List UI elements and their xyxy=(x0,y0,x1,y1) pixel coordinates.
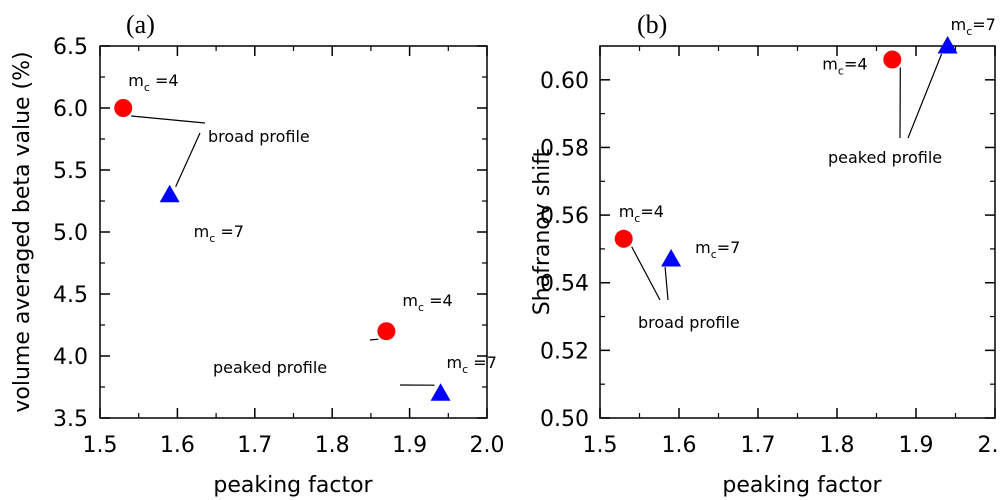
annotation-text: peaked profile xyxy=(213,358,327,377)
y-tick-label: 6.0 xyxy=(53,97,88,122)
annotation-text: broad profile xyxy=(208,127,310,146)
plot-frame xyxy=(599,45,996,419)
x-tick-label: 1.5 xyxy=(83,433,118,458)
y-tick-label: 0.50 xyxy=(540,407,589,432)
annotation-leader-line xyxy=(131,115,206,124)
y-tick-label: 3.5 xyxy=(53,407,88,432)
annotation-leader-line xyxy=(369,338,379,341)
x-tick-label: 1.7 xyxy=(741,433,776,458)
x-tick-label: 2.0 xyxy=(470,433,505,458)
data-point-triangle xyxy=(661,249,682,267)
x-tick-label: 1.8 xyxy=(820,433,855,458)
data-point-circle xyxy=(883,50,902,69)
annotation-text: peaked profile xyxy=(828,148,942,167)
x-axis-label: peaking factor xyxy=(722,473,882,498)
data-point-triangle xyxy=(430,383,451,401)
x-tick-label: 1.7 xyxy=(237,433,272,458)
y-tick-label: 0.52 xyxy=(540,339,589,364)
y-tick-label: 4.0 xyxy=(53,345,88,370)
annotation-text: broad profile xyxy=(638,313,740,332)
x-tick-label: 1.9 xyxy=(899,433,934,458)
y-tick-label: 5.5 xyxy=(53,159,88,184)
y-tick-label: 4.5 xyxy=(53,283,88,308)
x-tick-label: 1.6 xyxy=(662,433,697,458)
point-label: mc=7 xyxy=(695,238,740,261)
y-tick-label: 0.60 xyxy=(540,69,589,94)
chart-panel-1: (a) 1.5 1.6 1.7 1.8 1.9 2.0 3.5 4.0 4.5 5.0 5.5 6.0 6… xyxy=(10,10,505,498)
x-tick-label: 1.5 xyxy=(583,433,618,458)
y-tick-label: 0.58 xyxy=(540,136,589,161)
annotation-leader-line xyxy=(907,53,943,139)
point-label: mc =4 xyxy=(128,71,178,94)
panel-label: (a) xyxy=(126,10,155,39)
point-label: mc =4 xyxy=(402,291,452,314)
chart-panel-2: (b) 1.5 1.6 1.7 1.8 1.9 2.0 0.50 0.52 0.54 0.56 0.5… xyxy=(530,10,1000,498)
y-tick-label: 0.54 xyxy=(540,272,589,297)
x-tick-label: 1.6 xyxy=(160,433,195,458)
data-point-circle xyxy=(614,229,633,248)
annotation-leader-line xyxy=(664,267,669,301)
annotation-leader-line xyxy=(631,246,661,301)
x-tick-label: 1.9 xyxy=(392,433,427,458)
point-label: mc =7 xyxy=(447,353,497,376)
point-label: mc =7 xyxy=(194,222,244,245)
panel-label: (b) xyxy=(637,10,667,39)
y-axis-label: Shafranov shift xyxy=(530,148,555,315)
y-axis-label: volume averaged beta value (%) xyxy=(10,51,35,412)
data-point-circle xyxy=(114,99,133,117)
y-tick-label: 6.5 xyxy=(53,35,88,60)
data-point-triangle xyxy=(159,184,180,203)
x-tick-label: 1.8 xyxy=(315,433,350,458)
point-label: mc=4 xyxy=(619,202,664,225)
data-point-circle xyxy=(377,322,396,341)
data-point-triangle xyxy=(937,36,958,54)
y-tick-label: 5.0 xyxy=(53,221,88,246)
point-label: mc=7 xyxy=(951,15,996,38)
y-tick-label: 0.56 xyxy=(540,204,589,229)
annotation-leader-line xyxy=(175,132,201,188)
point-label: mc=4 xyxy=(822,55,867,78)
x-axis-label: peaking factor xyxy=(213,473,373,498)
x-tick-label: 2.0 xyxy=(978,433,1000,458)
